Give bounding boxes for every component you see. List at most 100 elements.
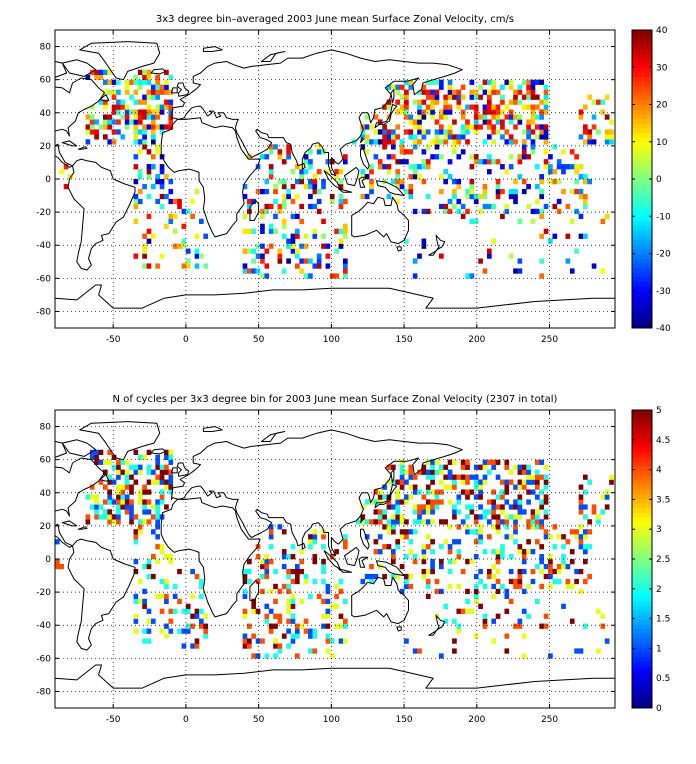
coastline	[61, 439, 97, 457]
coastline	[338, 188, 353, 193]
bin-cell	[430, 154, 435, 160]
bin-cell	[242, 568, 248, 575]
bin-cell	[386, 139, 392, 145]
bin-cell	[312, 203, 318, 210]
bin-cell	[487, 124, 492, 130]
bin-cell	[434, 489, 440, 495]
bin-cell	[417, 109, 422, 115]
bin-cell	[133, 479, 139, 485]
bin-cell	[142, 79, 147, 85]
bin-cell	[543, 494, 549, 500]
colorbar-segment	[632, 689, 652, 695]
chart-title: 3x3 degree bin–averaged 2003 June mean S…	[156, 14, 514, 25]
bin-cell	[260, 573, 265, 580]
colorbar-segment	[632, 39, 652, 45]
colorbar-segment	[632, 638, 652, 644]
bin-cell	[425, 104, 431, 110]
bin-cell	[142, 489, 147, 495]
colorbar-segment	[632, 684, 652, 690]
bin-cell	[242, 268, 248, 274]
bin-cell	[343, 534, 348, 540]
bin-cell	[452, 648, 457, 654]
bin-cell	[469, 529, 475, 535]
bin-cell	[578, 539, 584, 545]
bin-cell	[600, 613, 606, 619]
bin-cell	[281, 198, 287, 205]
bin-cell	[151, 618, 156, 624]
bin-cell	[181, 223, 187, 229]
bin-cell	[543, 509, 549, 515]
bin-cell	[137, 84, 143, 90]
colorbar-segment	[632, 206, 652, 213]
bin-cell	[473, 129, 479, 135]
bin-cell	[556, 578, 562, 585]
bin-cell	[539, 233, 545, 239]
bin-cell	[247, 228, 252, 234]
bin-cell	[164, 174, 169, 180]
bin-cell	[316, 144, 322, 150]
coastline	[360, 528, 370, 550]
bin-cell	[417, 164, 422, 170]
bin-cell	[290, 633, 296, 639]
bin-cell	[548, 164, 553, 170]
bin-cell	[151, 554, 156, 560]
bin-cell	[111, 119, 117, 125]
bin-cell	[199, 253, 204, 259]
bin-cell	[447, 484, 453, 490]
bin-cell	[465, 139, 470, 145]
bin-cell	[482, 188, 488, 195]
bin-cell	[495, 129, 501, 135]
bin-cell	[513, 89, 518, 95]
colorbar-segment	[632, 559, 652, 565]
bin-cell	[469, 188, 475, 195]
bin-cell	[159, 124, 165, 130]
bin-cell	[583, 529, 588, 535]
bin-cell	[338, 613, 344, 619]
bin-cell	[111, 519, 117, 525]
bin-cell	[124, 79, 130, 85]
bin-cell	[574, 534, 579, 540]
bin-cell	[430, 464, 435, 470]
bin-cell	[277, 258, 283, 264]
bin-cell	[491, 573, 497, 580]
colorbar-segment	[632, 202, 652, 208]
bin-cell	[137, 129, 143, 135]
bin-cell	[303, 169, 309, 175]
bin-cell	[478, 494, 483, 500]
colorbar-tick-label: 4.5	[656, 436, 670, 446]
bin-cell	[609, 139, 614, 145]
bin-cell	[539, 213, 545, 220]
bin-cell	[268, 608, 274, 614]
bin-cell	[504, 534, 510, 540]
bin-cell	[308, 164, 313, 170]
bin-cell	[539, 179, 545, 185]
bin-cell	[312, 559, 318, 565]
bin-cell	[517, 509, 523, 515]
bin-cell	[242, 608, 248, 614]
bin-cell	[473, 94, 479, 100]
bin-cell	[460, 149, 466, 155]
bin-cell	[404, 469, 409, 475]
bin-cell	[151, 119, 156, 125]
bin-cell	[439, 469, 444, 475]
bin-cell	[242, 613, 248, 619]
bin-cell	[543, 613, 549, 619]
colorbar-segment	[632, 456, 652, 462]
bin-cell	[543, 149, 549, 155]
bin-cell	[513, 114, 518, 120]
x-tick-label: 150	[395, 335, 412, 345]
colorbar-segment	[632, 253, 652, 259]
bin-cell	[561, 149, 566, 155]
bin-cell	[487, 109, 492, 115]
bin-cell	[155, 94, 161, 100]
bin-cell	[482, 203, 488, 210]
bin-cell	[133, 613, 139, 619]
bin-cell	[129, 504, 134, 510]
bin-cell	[487, 154, 492, 160]
colorbar-segment	[632, 437, 652, 444]
bin-cell	[482, 159, 488, 165]
bin-cell	[443, 539, 449, 545]
bin-cell	[460, 608, 466, 614]
bin-cell	[517, 479, 523, 485]
bin-cell	[408, 484, 414, 490]
